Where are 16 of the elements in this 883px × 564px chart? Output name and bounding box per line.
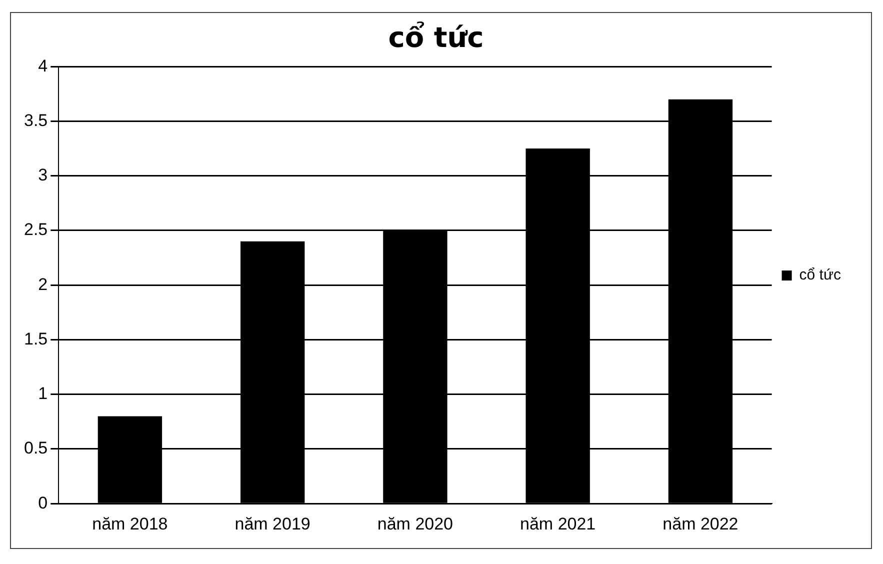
y-tick-label: 2 [38,274,48,294]
x-tick-label: năm 2021 [520,514,596,534]
x-tick-label: năm 2022 [662,514,738,534]
chart-title: cổ tức [388,21,484,54]
y-tick-label: 1.5 [24,329,48,348]
legend-label: cổ tức [799,266,842,284]
x-tick-label: năm 2018 [92,514,168,534]
y-tick-label: 0.5 [24,438,48,458]
y-tick-label: 0 [38,493,48,512]
y-tick-label: 1 [38,384,48,404]
y-tick-label: 4 [38,56,48,76]
y-tick-label: 3.5 [24,110,48,130]
y-tick-label: 3 [38,166,48,185]
x-tick-label: năm 2020 [377,514,454,534]
x-tick-label: năm 2019 [234,514,310,534]
y-tick-label: 2.5 [24,220,48,240]
